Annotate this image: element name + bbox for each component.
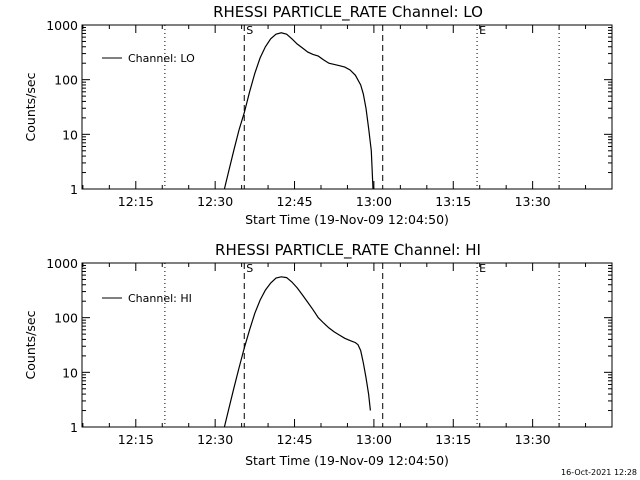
time-marker-label: E [479,262,486,275]
y-tick-label: 100 [54,311,78,326]
y-tick-label: 10 [62,127,78,142]
y-ticks: 1 10 100 1000 [46,256,612,435]
plot-frame [81,24,613,190]
x-ticks: 12:15 12:30 12:45 13:00 13:15 13:30 [82,263,613,447]
plot-frame [81,262,613,428]
panel-hi: RHESSI PARTICLE_RATE Channel: HI 12:15 12… [23,241,613,468]
y-tick-label: 1 [70,182,78,197]
y-axis-label: Counts/sec [23,310,38,379]
series-layer [223,32,374,190]
x-tick-label: 12:30 [197,194,233,209]
series-layer [223,276,371,428]
x-tick-label: 13:00 [356,194,392,209]
x-tick-label: 12:45 [277,432,313,447]
series-line [223,276,371,428]
x-tick-label: 12:15 [118,194,154,209]
series-line [223,32,374,190]
panel-lo: RHESSI PARTICLE_RATE Channel: LO 12:15 12… [23,3,613,227]
y-axis-label: Counts/sec [23,72,38,141]
generation-timestamp: 16-Oct-2021 12:28 [561,468,637,477]
y-ticks: 1 10 100 1000 [46,18,612,197]
legend-entry: Channel: HI [128,292,192,305]
y-tick-label: 1000 [46,256,78,271]
time-marker-label: S [246,262,253,275]
x-tick-label: 13:00 [356,432,392,447]
y-tick-label: 100 [54,73,78,88]
y-tick-label: 1 [70,420,78,435]
time-marker-label: S [246,24,253,37]
x-tick-label: 12:30 [197,432,233,447]
x-tick-label: 13:15 [435,432,471,447]
chart-title: RHESSI PARTICLE_RATE Channel: LO [213,3,483,22]
chart-title: RHESSI PARTICLE_RATE Channel: HI [215,241,481,260]
x-tick-label: 13:30 [515,432,551,447]
x-axis-label: Start Time (19-Nov-09 12:04:50) [245,453,449,468]
legend-entry: Channel: LO [128,52,195,65]
y-tick-label: 1000 [46,18,78,33]
x-tick-label: 12:15 [118,432,154,447]
x-tick-label: 13:15 [435,194,471,209]
x-ticks: 12:15 12:30 12:45 13:00 13:15 13:30 [82,25,613,209]
y-tick-label: 10 [62,365,78,380]
time-marker-label: E [479,24,486,37]
x-tick-label: 12:45 [277,194,313,209]
x-axis-label: Start Time (19-Nov-09 12:04:50) [245,212,449,227]
x-tick-label: 13:30 [515,194,551,209]
